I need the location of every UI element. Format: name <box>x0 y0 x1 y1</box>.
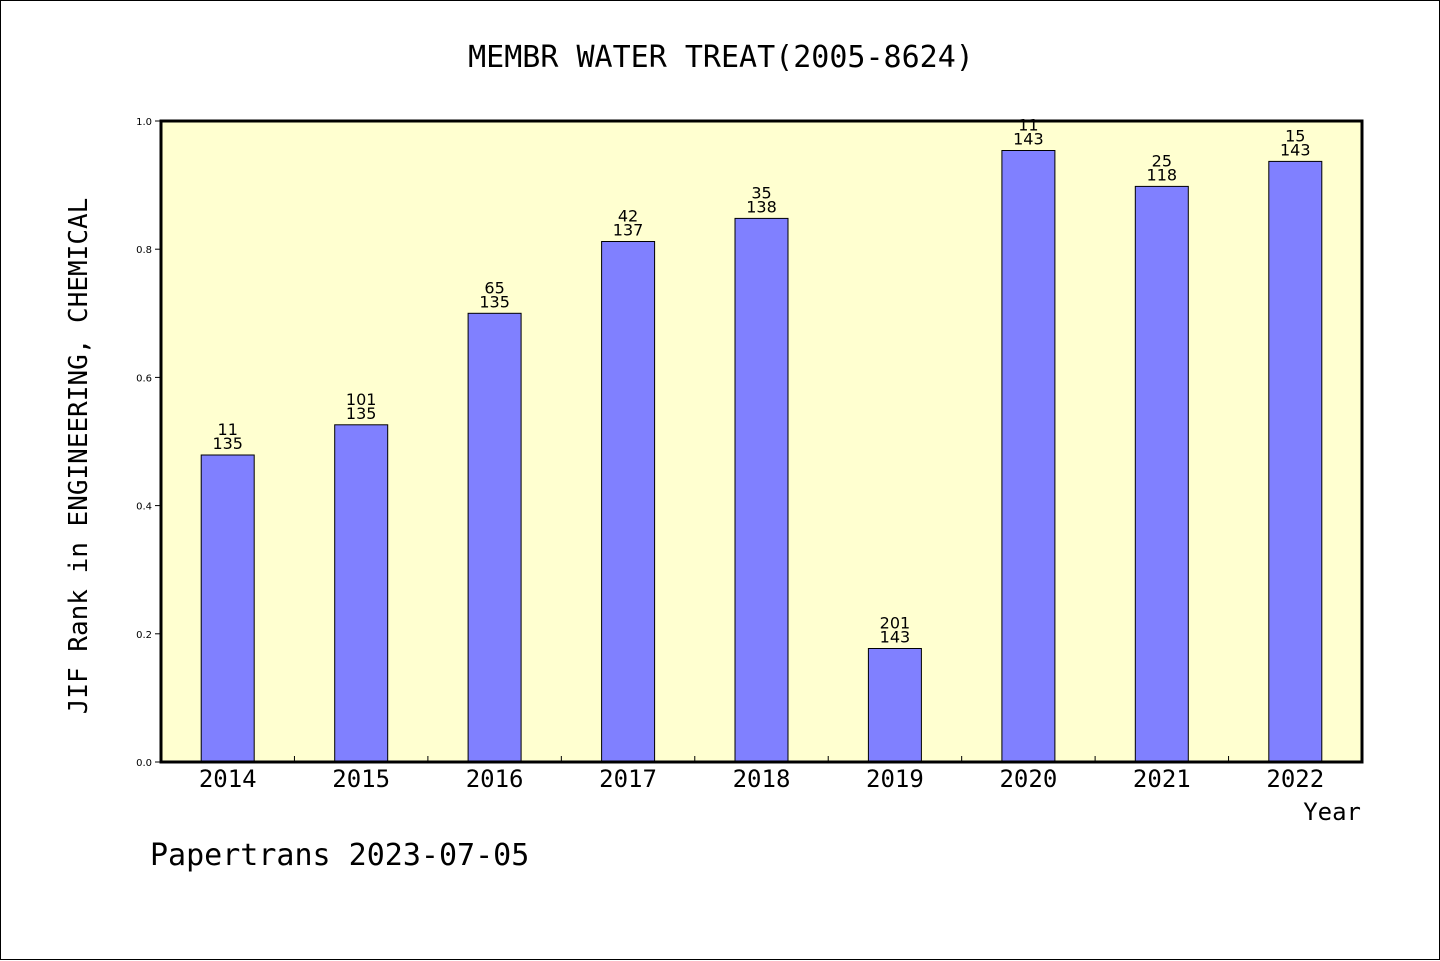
x-axis-label: Year <box>1303 798 1361 826</box>
bar-2021 <box>1134 185 1189 763</box>
bar-rank-label-2016: 65 <box>484 278 504 297</box>
x-tick-label-2020: 2020 <box>999 765 1057 793</box>
x-tick-label-2017: 2017 <box>599 765 657 793</box>
bar-2019 <box>867 648 922 763</box>
bar-2015 <box>334 424 389 763</box>
y-tick-label-0.2: 0.2 <box>136 630 152 641</box>
bar-rank-label-2014: 11 <box>218 420 238 439</box>
chart-title: MEMBR WATER TREAT(2005-8624) <box>468 40 974 75</box>
bar-total-label-2016: 135 <box>479 292 510 311</box>
bar-rank-label-2017: 42 <box>618 207 638 226</box>
y-axis-ticks: 0.0 0.2 0.4 0.6 0.8 1.0 <box>136 117 161 769</box>
footer-credit: Papertrans 2023-07-05 <box>150 838 529 873</box>
bar-rank-label-2019: 201 <box>880 614 911 633</box>
bar-total-label-2020: 143 <box>1013 130 1044 149</box>
bar-2017 <box>601 241 656 763</box>
x-tick-label-2015: 2015 <box>332 765 390 793</box>
x-axis-ticks: 2014 2015 2016 2017 2018 2019 2020 2021 2022 <box>199 756 1324 793</box>
x-tick-label-2018: 2018 <box>733 765 791 793</box>
plot-border <box>159 119 1364 764</box>
bars-group <box>200 150 1323 763</box>
x-tick-label-2021: 2021 <box>1133 765 1191 793</box>
bar-2014 <box>200 454 255 763</box>
bar-total-label-2021: 118 <box>1147 165 1178 184</box>
bar-total-label-2017: 137 <box>613 221 644 240</box>
bar-2022 <box>1268 160 1323 763</box>
y-tick-label-0.4: 0.4 <box>136 502 152 513</box>
y-axis-label: JIF Rank in ENGINEERING, CHEMICAL <box>64 198 94 715</box>
bar-2018 <box>734 217 789 763</box>
bar-rank-label-2021: 25 <box>1152 151 1172 170</box>
x-tick-label-2019: 2019 <box>866 765 924 793</box>
bar-total-label-2022: 143 <box>1280 140 1311 159</box>
x-tick-label-2016: 2016 <box>466 765 524 793</box>
bar-total-label-2015: 135 <box>346 404 377 423</box>
bar-total-label-2014: 135 <box>212 434 243 453</box>
bar-rank-label-2015: 101 <box>346 390 377 409</box>
bar-2020 <box>1001 150 1056 763</box>
x-tick-label-2022: 2022 <box>1266 765 1324 793</box>
bar-total-label-2019: 143 <box>880 628 911 647</box>
x-tick-label-2014: 2014 <box>199 765 257 793</box>
y-tick-label-0.0: 0.0 <box>136 758 152 769</box>
bar-2016 <box>467 312 522 763</box>
bar-labels-group: 1113510113565135421373513820114311143251… <box>212 116 1310 647</box>
bar-total-label-2018: 138 <box>746 197 777 216</box>
bar-rank-label-2022: 15 <box>1285 126 1305 145</box>
y-tick-label-0.8: 0.8 <box>136 245 152 256</box>
bar-rank-label-2018: 35 <box>751 183 771 202</box>
y-tick-label-0.6: 0.6 <box>136 373 152 384</box>
y-tick-label-1.0: 1.0 <box>136 117 152 128</box>
